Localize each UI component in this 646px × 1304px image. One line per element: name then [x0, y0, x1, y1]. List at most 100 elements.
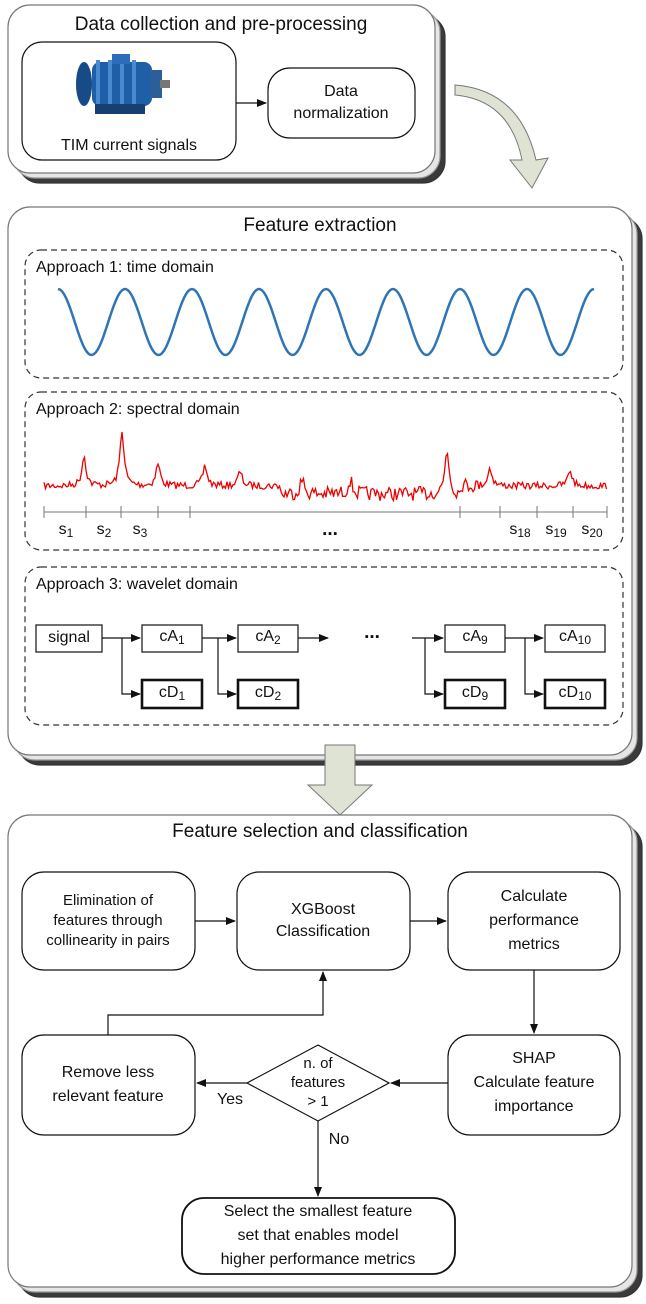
edge-label: Yes — [217, 1091, 243, 1108]
segment-label: s3 — [133, 521, 148, 540]
box-label: importance — [494, 1098, 573, 1115]
box — [237, 624, 299, 653]
box-label-sub: 1 — [178, 633, 185, 647]
box-label: cA10 — [559, 628, 591, 647]
decision-label: > 1 — [307, 1093, 328, 1110]
panel-title: Data collection and pre-processing — [75, 14, 368, 35]
segment-label-sub: 20 — [589, 526, 603, 540]
box-label-base: cA — [159, 628, 178, 645]
box-label-base: cD — [255, 684, 275, 701]
segment-label: s18 — [509, 521, 531, 540]
segment-label: s20 — [581, 521, 603, 540]
box — [443, 678, 507, 710]
segment-label-base: s — [97, 521, 105, 538]
arrow — [107, 971, 327, 1035]
box-label-sub: 10 — [578, 633, 592, 647]
panel-title: Feature extraction — [243, 215, 396, 236]
box-label: collinearity in pairs — [46, 932, 169, 949]
box-label: cD9 — [462, 684, 489, 703]
box-label-base: cA — [255, 628, 274, 645]
decision-label: features — [291, 1074, 345, 1091]
box-label-base: cA — [462, 628, 481, 645]
segment-label-base: s — [581, 521, 589, 538]
box — [267, 67, 416, 139]
segment-label: s1 — [59, 521, 74, 540]
box — [35, 624, 103, 653]
box-label: relevant feature — [52, 1088, 163, 1105]
segment-label-sub: 2 — [105, 526, 112, 540]
ellipsis: ... — [364, 622, 380, 643]
box — [236, 678, 300, 710]
box-label-base: cD — [559, 684, 579, 701]
segment-label-sub: 3 — [141, 526, 148, 540]
segment-label-base: s — [545, 521, 553, 538]
box-label: Select the smallest feature — [224, 1203, 413, 1220]
box-label-base: cA — [559, 628, 578, 645]
box-label-sub: 2 — [274, 633, 281, 647]
segment-label-sub: 1 — [67, 526, 74, 540]
box-label: normalization — [293, 105, 388, 122]
segment-label: s2 — [97, 521, 112, 540]
box-label: signal — [48, 629, 90, 646]
ellipsis: ... — [322, 519, 338, 540]
box-label: Data — [324, 83, 358, 100]
box — [140, 678, 204, 710]
segment-label-base: s — [133, 521, 141, 538]
box-label-sub: 1 — [178, 689, 185, 703]
panel — [7, 206, 633, 756]
box-label: SHAP — [512, 1050, 556, 1067]
group-label: Approach 3: wavelet domain — [36, 576, 238, 593]
box — [543, 678, 607, 710]
segment-label-base: s — [509, 521, 517, 538]
dashed-group — [24, 249, 624, 379]
box-label: cD10 — [559, 684, 592, 703]
group-label: Approach 1: time domain — [36, 259, 214, 276]
box-label: cD1 — [159, 684, 186, 703]
box-label: cA1 — [159, 628, 185, 647]
box — [181, 1197, 456, 1275]
segment-label-sub: 18 — [517, 526, 531, 540]
box-label: Calculate feature — [474, 1074, 595, 1091]
spectrum — [43, 431, 608, 503]
box-label: cA2 — [255, 628, 281, 647]
arrow — [524, 638, 544, 698]
box — [544, 624, 606, 653]
box-label: cD2 — [255, 684, 282, 703]
box-label: Calculate — [501, 888, 568, 905]
arrow — [217, 638, 237, 698]
box-label: set that enables model — [238, 1227, 399, 1244]
box-label: Remove less — [62, 1064, 154, 1081]
box-label: Classification — [276, 923, 370, 940]
edge-label: No — [329, 1131, 350, 1148]
box-label: metrics — [508, 936, 560, 953]
segment-label-sub: 19 — [553, 526, 567, 540]
group-label: Approach 2: spectral domain — [36, 401, 240, 418]
decision-label: n. of — [303, 1055, 333, 1072]
box-label-base: cD — [159, 684, 179, 701]
box-label: features through — [53, 912, 162, 929]
box-label-sub: 9 — [481, 633, 488, 647]
arrow — [121, 638, 141, 698]
box — [141, 624, 203, 653]
box-label: XGBoost — [291, 901, 356, 918]
box-label: performance — [489, 912, 579, 929]
dashed-group — [24, 566, 624, 726]
box-label-sub: 2 — [274, 689, 281, 703]
box-label: cA9 — [462, 628, 488, 647]
panel-title: Feature selection and classification — [172, 821, 468, 842]
box-label-base: cD — [462, 684, 482, 701]
box — [447, 1034, 621, 1136]
box-label: Elimination of — [63, 892, 154, 909]
box — [236, 871, 411, 971]
box-label-sub: 10 — [578, 689, 592, 703]
box — [21, 1034, 196, 1136]
arrow — [424, 638, 444, 698]
segment-label: s19 — [545, 521, 567, 540]
motor-icon — [76, 54, 170, 114]
segment-label-base: s — [59, 521, 67, 538]
box-label: higher performance metrics — [221, 1251, 416, 1268]
flow-arrow — [306, 744, 374, 816]
waveform — [57, 287, 595, 357]
dashed-group — [24, 391, 624, 551]
